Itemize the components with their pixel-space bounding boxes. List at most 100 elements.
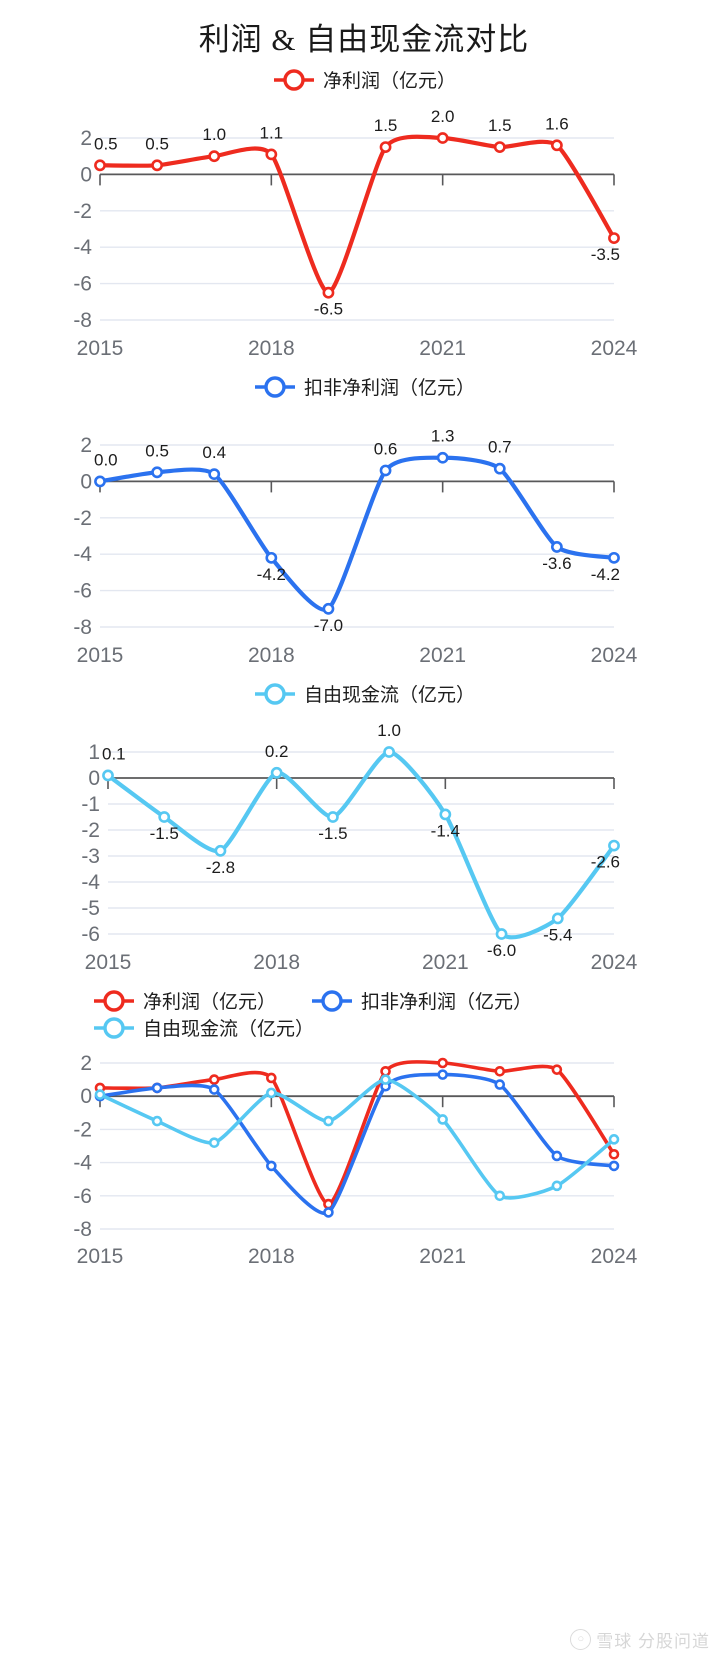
xueqiu-logo-icon: ○ xyxy=(570,1629,592,1650)
svg-text:0.5: 0.5 xyxy=(145,134,169,153)
plot-area-free-cash-flow: 1 0 -1 -2 -3 -4 -5 -6 2015 2018 2021 2024 0.1 -1.5 -2.… xyxy=(0,707,728,987)
plot-area-adj-net-profit: 2 0 -2 -4 -6 -8 2015 2018 2021 2024 0.0 0.5 0.4 -4.2 -… xyxy=(0,400,728,680)
legend-adj-net-profit: 扣非净利润（亿元） xyxy=(0,373,728,400)
line-chart-free-cash-flow: 1 0 -1 -2 -3 -4 -5 -6 2015 2018 2021 2024 0.1 -1.5 -2.… xyxy=(81,721,638,974)
chart-panel-combined: 净利润（亿元） 扣非净利润（亿元） 自由现金流（亿元） 2 0 -2 -4 -6 -8 2 xyxy=(0,987,728,1291)
line-chart-combined: 2 0 -2 -4 -6 -8 2015 2018 2021 2024 xyxy=(73,1052,638,1268)
svg-text:2.0: 2.0 xyxy=(431,107,455,126)
svg-text:2024: 2024 xyxy=(591,1245,638,1268)
legend-net-profit: 净利润（亿元） xyxy=(0,66,728,93)
svg-text:0.7: 0.7 xyxy=(488,438,512,457)
legend-label-adj-net-profit: 扣非净利润（亿元） xyxy=(361,992,533,1013)
svg-text:2021: 2021 xyxy=(419,1245,466,1268)
legend-combined-row-1: 净利润（亿元） 扣非净利润（亿元） xyxy=(0,987,728,1014)
legend-marker-circle-icon xyxy=(272,67,316,93)
svg-text:-3: -3 xyxy=(81,845,100,868)
chart-panel-free-cash-flow: 自由现金流（亿元） 1 0 -1 -2 -3 -4 -5 -6 2015 2018 2021 2024… xyxy=(0,680,728,987)
svg-text:-7.0: -7.0 xyxy=(314,616,343,635)
svg-text:0: 0 xyxy=(80,470,92,493)
svg-text:0.2: 0.2 xyxy=(265,742,289,761)
legend-item-adj-net-profit[interactable]: 扣非净利润（亿元） xyxy=(310,987,532,1014)
svg-text:0.1: 0.1 xyxy=(102,744,126,763)
svg-text:2015: 2015 xyxy=(77,337,124,360)
svg-text:-4: -4 xyxy=(81,871,100,894)
svg-text:1.3: 1.3 xyxy=(431,427,455,446)
svg-text:-1: -1 xyxy=(81,793,100,816)
svg-text:-6: -6 xyxy=(73,273,92,296)
svg-text:-8: -8 xyxy=(73,1218,92,1241)
legend-item-net-profit[interactable]: 净利润（亿元） xyxy=(92,987,276,1014)
plot-area-combined: 2 0 -2 -4 -6 -8 2015 2018 2021 2024 xyxy=(0,1041,728,1291)
svg-text:-6.0: -6.0 xyxy=(487,941,516,960)
legend-label-free-cash-flow: 自由现金流（亿元） xyxy=(303,685,475,706)
svg-text:1.0: 1.0 xyxy=(202,125,226,144)
svg-text:-2: -2 xyxy=(73,200,92,223)
svg-text:0: 0 xyxy=(88,767,100,790)
legend-item-free-cash-flow[interactable]: 自由现金流（亿元） xyxy=(253,680,475,707)
svg-text:-8: -8 xyxy=(73,309,92,332)
svg-text:0.6: 0.6 xyxy=(374,439,398,458)
svg-text:-5.4: -5.4 xyxy=(543,925,572,944)
line-chart-net-profit: 2 0 -2 -4 -6 -8 2015 2018 2021 2024 0.5 0.5 1.0 1.1 -6… xyxy=(73,107,638,360)
svg-text:-4: -4 xyxy=(73,236,92,259)
svg-text:-4: -4 xyxy=(73,1152,92,1175)
svg-text:2021: 2021 xyxy=(422,951,469,974)
legend-item-free-cash-flow[interactable]: 自由现金流（亿元） xyxy=(92,1014,314,1041)
svg-text:0.5: 0.5 xyxy=(94,134,118,153)
legend-item-net-profit[interactable]: 净利润（亿元） xyxy=(272,66,456,93)
chart-panel-net-profit: 净利润（亿元） 2 0 -2 -4 -6 -8 2015 2018 2021 2024 0.5 0.5… xyxy=(0,66,728,373)
svg-text:-3.6: -3.6 xyxy=(542,554,571,573)
svg-text:2024: 2024 xyxy=(591,337,638,360)
svg-text:-1.5: -1.5 xyxy=(318,824,347,843)
svg-text:-6.5: -6.5 xyxy=(314,300,343,319)
legend-combined-row-2: 自由现金流（亿元） xyxy=(0,1014,728,1041)
chart-panel-adj-net-profit: 扣非净利润（亿元） 2 0 -2 -4 -6 -8 2015 2018 2021 2024 0.0 0… xyxy=(0,373,728,680)
legend-marker-circle-icon xyxy=(253,374,297,400)
legend-item-adj-net-profit[interactable]: 扣非净利润（亿元） xyxy=(253,373,475,400)
legend-label-net-profit: 净利润（亿元） xyxy=(143,992,277,1013)
legend-label-net-profit: 净利润（亿元） xyxy=(322,71,456,92)
page-title: 利润 & 自由现金流对比 xyxy=(198,22,530,57)
svg-text:2018: 2018 xyxy=(248,337,295,360)
legend-marker-circle-icon xyxy=(253,681,297,707)
svg-text:-3.5: -3.5 xyxy=(591,245,620,264)
svg-text:0.5: 0.5 xyxy=(145,441,169,460)
svg-text:-2: -2 xyxy=(81,819,100,842)
svg-text:-2.6: -2.6 xyxy=(591,853,620,872)
svg-text:2018: 2018 xyxy=(248,1245,295,1268)
svg-text:2015: 2015 xyxy=(77,644,124,667)
svg-text:1.0: 1.0 xyxy=(377,721,401,740)
svg-text:1: 1 xyxy=(88,741,100,764)
legend-label-free-cash-flow: 自由现金流（亿元） xyxy=(143,1019,315,1040)
svg-text:-4.2: -4.2 xyxy=(257,565,286,584)
svg-text:2: 2 xyxy=(80,1052,92,1075)
legend-label-adj-net-profit: 扣非净利润（亿元） xyxy=(303,378,475,399)
legend-marker-circle-icon xyxy=(92,988,136,1014)
svg-text:-2: -2 xyxy=(73,1118,92,1141)
svg-text:-2: -2 xyxy=(73,507,92,530)
svg-text:2024: 2024 xyxy=(591,951,638,974)
svg-text:-1.4: -1.4 xyxy=(431,821,460,840)
svg-text:1.1: 1.1 xyxy=(260,123,284,142)
svg-text:2024: 2024 xyxy=(591,644,638,667)
watermark: ○ 雪球 分股问道 xyxy=(570,1627,710,1652)
svg-text:1.5: 1.5 xyxy=(374,116,398,135)
svg-text:0.0: 0.0 xyxy=(94,450,118,469)
svg-text:-2.8: -2.8 xyxy=(206,858,235,877)
legend-free-cash-flow: 自由现金流（亿元） xyxy=(0,680,728,707)
plot-area-net-profit: 2 0 -2 -4 -6 -8 2015 2018 2021 2024 0.5 0.5 1.0 1.1 -6… xyxy=(0,93,728,373)
legend-marker-circle-icon xyxy=(92,1015,136,1041)
svg-text:2: 2 xyxy=(80,127,92,150)
svg-text:2015: 2015 xyxy=(85,951,132,974)
svg-text:2015: 2015 xyxy=(77,1245,124,1268)
svg-text:2021: 2021 xyxy=(419,337,466,360)
svg-text:-4: -4 xyxy=(73,543,92,566)
svg-text:0: 0 xyxy=(80,1085,92,1108)
legend-marker-circle-icon xyxy=(310,988,354,1014)
svg-text:-5: -5 xyxy=(81,897,100,920)
svg-text:1.5: 1.5 xyxy=(488,116,512,135)
svg-text:-8: -8 xyxy=(73,616,92,639)
svg-text:-4.2: -4.2 xyxy=(591,565,620,584)
svg-text:-6: -6 xyxy=(73,580,92,603)
svg-text:-1.5: -1.5 xyxy=(150,824,179,843)
